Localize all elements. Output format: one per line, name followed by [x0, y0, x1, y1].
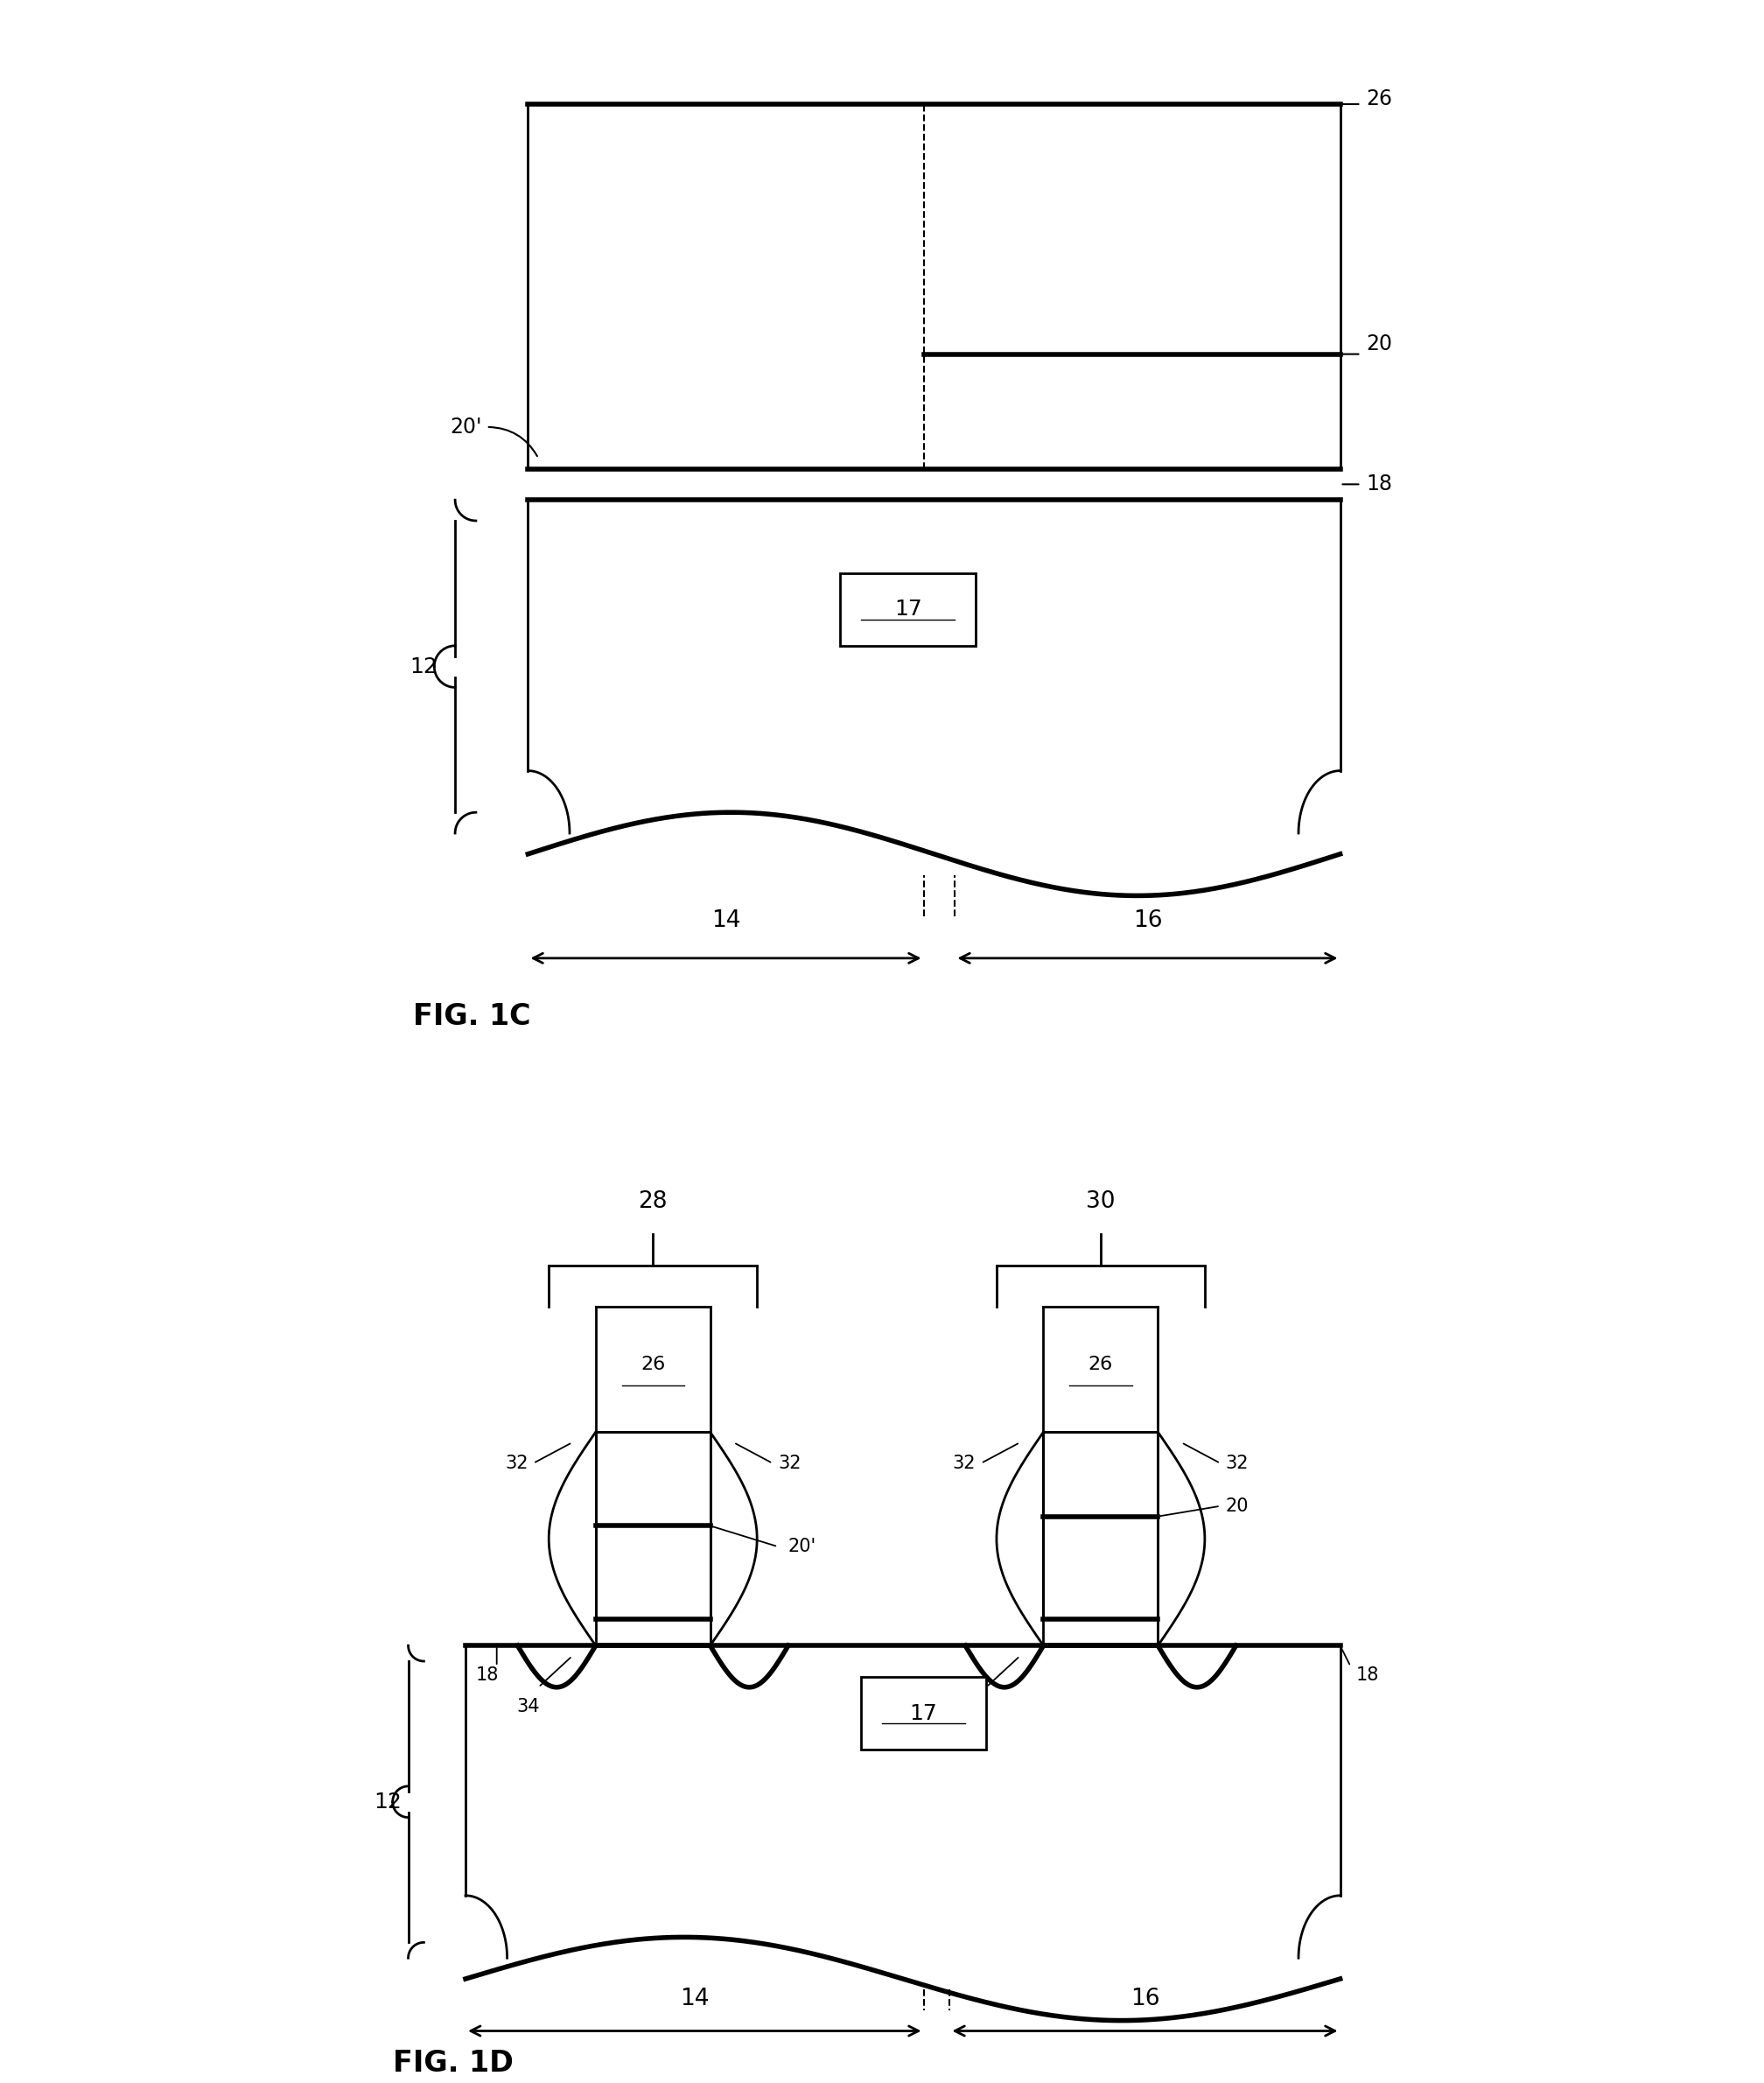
Text: 12: 12: [374, 1791, 402, 1812]
Text: 32: 32: [1226, 1454, 1249, 1473]
Text: 26: 26: [640, 1356, 665, 1373]
Text: 32: 32: [953, 1454, 975, 1473]
Text: 30: 30: [1087, 1191, 1115, 1212]
Text: FIG. 1D: FIG. 1D: [393, 2050, 513, 2079]
Text: 17: 17: [894, 598, 923, 621]
Text: 20: 20: [1226, 1498, 1249, 1514]
Bar: [840, 573, 975, 646]
Text: 28: 28: [639, 1191, 667, 1212]
Text: 26: 26: [1088, 1356, 1113, 1373]
Text: 16: 16: [1132, 910, 1162, 931]
Text: 17: 17: [910, 1702, 937, 1725]
Text: 20': 20': [450, 417, 482, 437]
Text: 32: 32: [505, 1454, 527, 1473]
Text: 16: 16: [1131, 1987, 1159, 2010]
Text: 18: 18: [1365, 473, 1392, 496]
Text: 32: 32: [778, 1454, 801, 1473]
Text: 34: 34: [965, 1698, 988, 1714]
Text: 20': 20': [789, 1537, 817, 1556]
Bar: [861, 1677, 986, 1750]
Text: 18: 18: [1357, 1666, 1379, 1683]
Text: 18: 18: [476, 1666, 499, 1683]
Text: FIG. 1C: FIG. 1C: [413, 1002, 531, 1031]
Text: 14: 14: [711, 910, 741, 931]
Text: 34: 34: [517, 1698, 540, 1714]
Text: 12: 12: [409, 656, 437, 677]
FancyArrowPatch shape: [489, 427, 538, 456]
Text: 14: 14: [679, 1987, 709, 2010]
Text: 20: 20: [1365, 333, 1392, 354]
Text: 26: 26: [1365, 87, 1392, 110]
